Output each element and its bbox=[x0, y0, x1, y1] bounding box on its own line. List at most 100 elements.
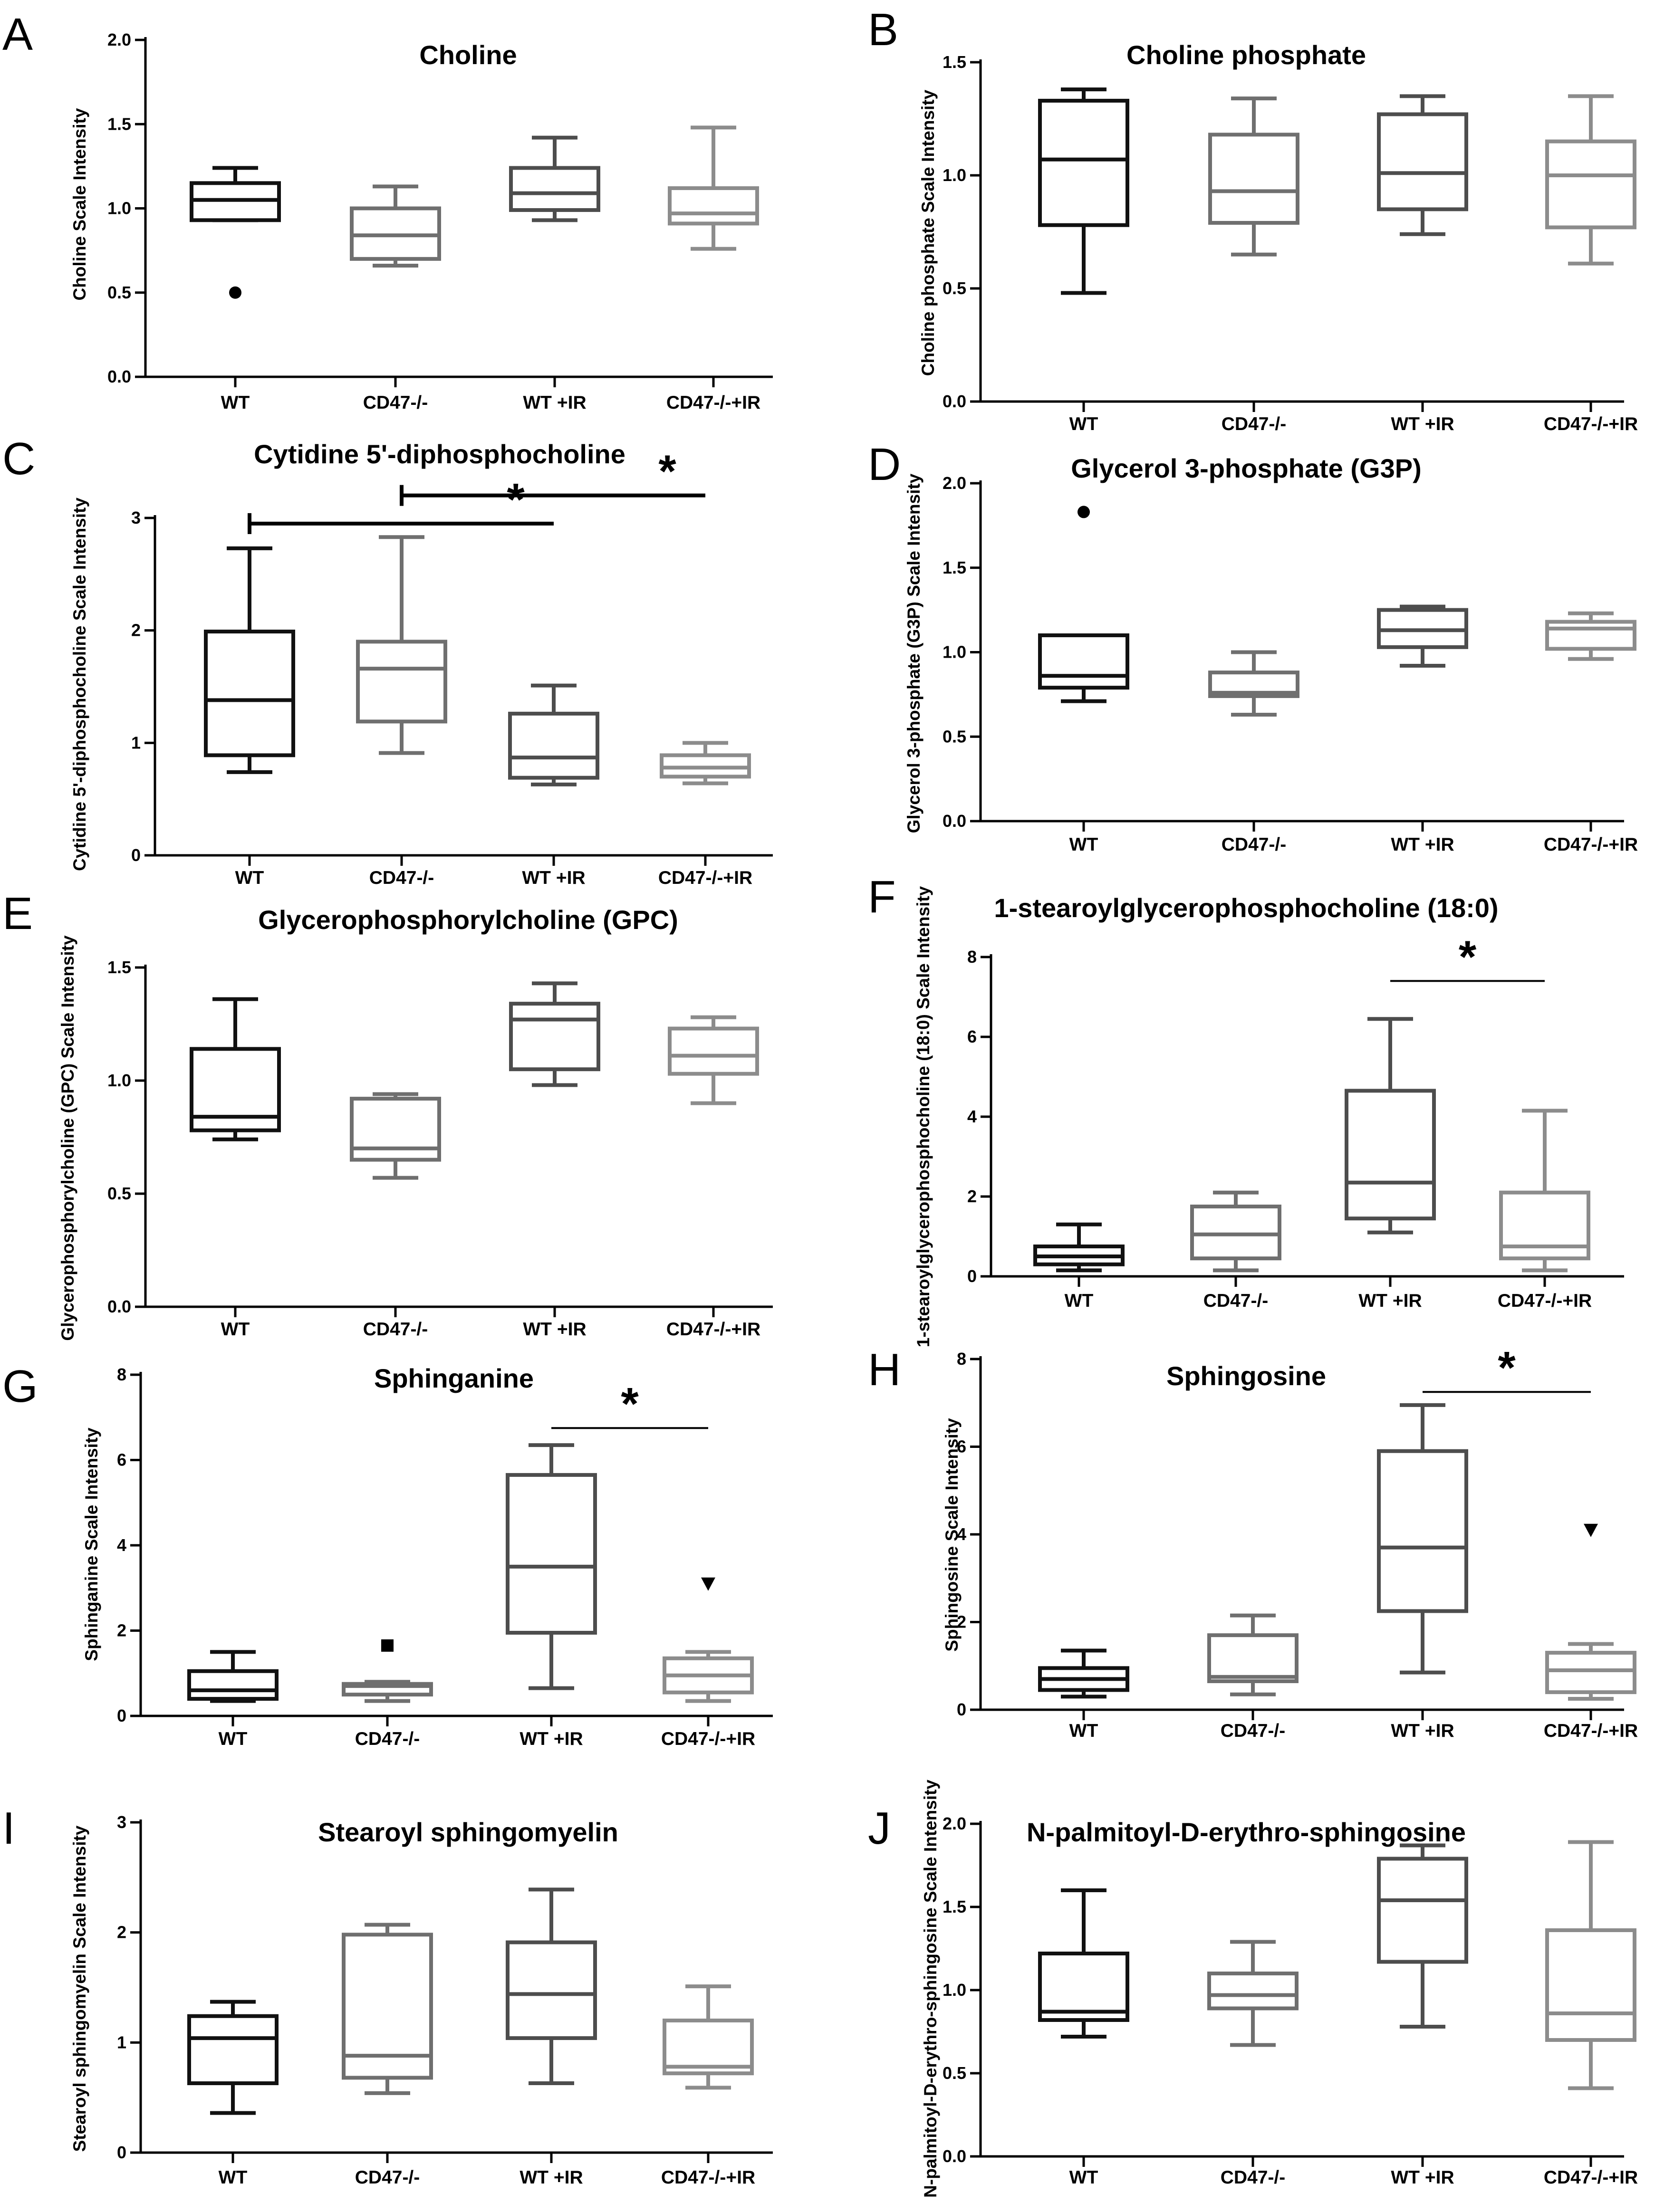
box-1 bbox=[190, 997, 281, 1141]
y-tick-label: 8 bbox=[967, 947, 977, 967]
box-iqr bbox=[506, 1473, 597, 1635]
panel-letter: J bbox=[868, 1803, 891, 1854]
x-tick-label: CD47-/-+IR bbox=[1544, 1721, 1638, 1741]
box-1 bbox=[1038, 1648, 1129, 1699]
x-tick-label: CD47-/- bbox=[1222, 414, 1287, 434]
y-axis-label: Choline Scale Intensity bbox=[70, 108, 89, 300]
box-iqr bbox=[1190, 1205, 1281, 1261]
box-iqr bbox=[1207, 1633, 1299, 1684]
y-tick-label: 0.0 bbox=[943, 392, 966, 411]
y-tick-label: 1.5 bbox=[943, 558, 966, 577]
y-axis-label: Sphingosine Scale Intensity bbox=[942, 1418, 962, 1652]
box-2 bbox=[350, 1092, 441, 1180]
box-2 bbox=[350, 184, 441, 268]
panel-E: E Glycerophosphorylcholine (GPC) Glyceroph… bbox=[2, 888, 773, 1341]
y-tick-label: 8 bbox=[117, 1365, 126, 1384]
significance-bracket: * bbox=[551, 1379, 708, 1429]
box-2 bbox=[342, 1639, 433, 1703]
y-axis-label: Glycerophosphorylcholine (GPC) Scale Int… bbox=[58, 935, 77, 1341]
y-tick-label: 0.5 bbox=[943, 2063, 966, 2083]
significance-star: * bbox=[658, 446, 676, 497]
panel-A: A Choline Choline Scale Intensity 0.0 0.5 1.0… bbox=[2, 9, 773, 413]
box-4 bbox=[660, 741, 751, 785]
box-iqr bbox=[509, 1002, 600, 1072]
box-3 bbox=[1377, 1843, 1468, 2029]
y-tick-label: 0.0 bbox=[107, 1297, 131, 1316]
panel-letter: B bbox=[868, 4, 898, 55]
box-1 bbox=[1038, 87, 1129, 295]
x-tick-label: WT bbox=[219, 1729, 248, 1749]
box-2 bbox=[1190, 1190, 1281, 1273]
y-tick-label: 8 bbox=[957, 1349, 966, 1369]
panel-letter: E bbox=[2, 888, 33, 939]
y-tick-label: 0.5 bbox=[107, 1184, 131, 1203]
y-axis-label: 1-stearoylglycerophosphocholine (18:0) S… bbox=[914, 886, 933, 1347]
chart-title: 1-stearoylglycerophosphocholine (18:0) bbox=[994, 893, 1498, 923]
box-4 bbox=[1545, 94, 1636, 266]
box-iqr bbox=[1377, 1449, 1468, 1613]
x-tick-label: WT bbox=[235, 868, 264, 888]
box-iqr bbox=[668, 186, 759, 226]
x-tick-label: WT bbox=[1065, 1291, 1094, 1311]
x-tick-label: WT bbox=[221, 393, 250, 413]
x-tick-label: WT bbox=[221, 1319, 250, 1340]
significance-bracket: * bbox=[1390, 931, 1545, 982]
y-tick-label: 2 bbox=[957, 1612, 966, 1632]
significance-star: * bbox=[1498, 1342, 1516, 1393]
box-iqr bbox=[1345, 1089, 1436, 1221]
y-axis-label: N-palmitoyl-D-erythro-sphingosine Scale … bbox=[921, 1780, 940, 2198]
x-tick-label: WT +IR bbox=[1391, 2167, 1454, 2188]
box-iqr bbox=[509, 166, 600, 212]
box-4 bbox=[668, 1015, 759, 1105]
box-3 bbox=[1377, 604, 1468, 668]
box-iqr bbox=[1545, 1928, 1636, 2042]
y-tick-label: 1.5 bbox=[107, 114, 131, 134]
x-tick-label: CD47-/- bbox=[1221, 2167, 1286, 2188]
panel-J: J N-palmitoyl-D-erythro-sphingosine N-palm… bbox=[868, 1780, 1638, 2198]
x-tick-label: WT +IR bbox=[520, 1729, 583, 1749]
y-tick-label: 0 bbox=[967, 1266, 977, 1286]
y-tick-label: 3 bbox=[131, 508, 141, 527]
chart-title: Glycerol 3-phosphate (G3P) bbox=[1071, 453, 1422, 483]
y-axis-label: Choline phosphate Scale Intensity bbox=[918, 89, 938, 376]
y-tick-label: 4 bbox=[117, 1535, 126, 1555]
x-tick-label: WT bbox=[1069, 1721, 1098, 1741]
box-1 bbox=[204, 546, 295, 774]
box-4 bbox=[1499, 1109, 1590, 1273]
box-iqr bbox=[1545, 1651, 1636, 1695]
y-tick-label: 1.0 bbox=[943, 642, 966, 662]
y-tick-label: 1.5 bbox=[943, 52, 966, 72]
significance-star: * bbox=[621, 1379, 639, 1429]
box-iqr bbox=[1545, 139, 1636, 230]
chart-title: Sphinganine bbox=[374, 1363, 534, 1393]
box-iqr bbox=[1208, 133, 1299, 225]
x-tick-label: CD47-/-+IR bbox=[1544, 834, 1638, 855]
y-tick-label: 6 bbox=[117, 1450, 126, 1470]
y-tick-label: 0 bbox=[117, 1706, 126, 1725]
box-1 bbox=[1038, 506, 1129, 703]
box-3 bbox=[508, 683, 599, 786]
panel-C: C Cytidine 5'-diphosphocholine Cytidine 5'… bbox=[2, 433, 773, 888]
box-iqr bbox=[1038, 98, 1129, 227]
box-4 bbox=[1545, 611, 1636, 661]
y-tick-label: 6 bbox=[957, 1437, 966, 1456]
x-tick-label: CD47-/-+IR bbox=[658, 868, 752, 888]
y-tick-label: 3 bbox=[117, 1812, 126, 1832]
box-iqr bbox=[204, 630, 295, 757]
y-tick-label: 0.5 bbox=[943, 278, 966, 298]
x-tick-label: CD47-/- bbox=[363, 393, 428, 413]
x-tick-label: CD47-/-+IR bbox=[661, 1729, 755, 1749]
y-tick-label: 0.5 bbox=[107, 283, 131, 302]
box-iqr bbox=[1038, 633, 1129, 690]
x-tick-label: WT bbox=[1069, 2167, 1098, 2188]
y-axis-label: Stearoyl sphingomyelin Scale Intensity bbox=[70, 1825, 89, 2152]
box-4 bbox=[663, 1984, 754, 2090]
y-axis-label: Glycerol 3-phosphate (G3P) Scale Intensi… bbox=[904, 473, 924, 833]
x-tick-label: WT +IR bbox=[1391, 414, 1454, 434]
y-tick-label: 1.5 bbox=[943, 1897, 966, 1916]
outlier-triangle bbox=[1584, 1523, 1598, 1537]
box-iqr bbox=[1038, 1952, 1129, 2022]
panel-F: F 1-stearoylglycerophosphocholine (18:0) 1… bbox=[868, 871, 1624, 1347]
y-tick-label: 2 bbox=[117, 1923, 126, 1942]
panel-letter: A bbox=[2, 9, 33, 60]
